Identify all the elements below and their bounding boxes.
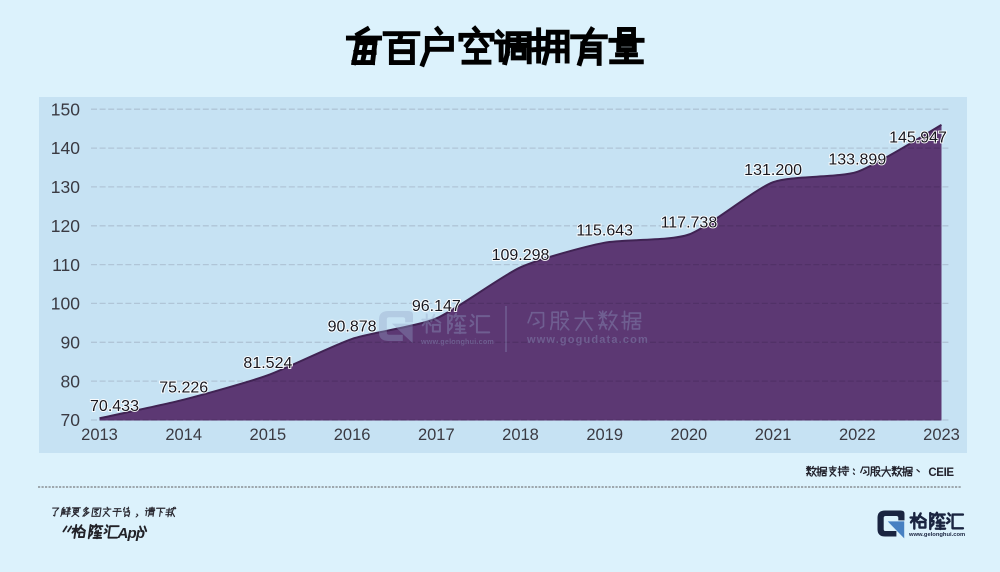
svg-text:2021: 2021 [755, 426, 792, 444]
svg-text:2018: 2018 [502, 426, 539, 444]
svg-text:115.643: 115.643 [576, 223, 633, 240]
svg-text:80: 80 [61, 371, 81, 391]
svg-text:2014: 2014 [165, 426, 202, 444]
svg-text:110: 110 [52, 255, 80, 275]
svg-text:75.226: 75.226 [159, 380, 208, 397]
svg-text:145.947: 145.947 [889, 129, 947, 146]
svg-text:96.147: 96.147 [412, 298, 461, 315]
svg-text:100: 100 [51, 294, 80, 314]
svg-text:2015: 2015 [250, 426, 287, 444]
svg-text:70: 70 [61, 410, 81, 430]
svg-text:www.gelonghui.com: www.gelonghui.com [420, 337, 494, 346]
svg-text:133.899: 133.899 [828, 152, 886, 169]
svg-text:2019: 2019 [586, 426, 623, 444]
svg-text:130: 130 [51, 177, 80, 197]
svg-text:2013: 2013 [81, 426, 118, 444]
svg-text:2017: 2017 [418, 426, 455, 444]
svg-text:140: 140 [51, 138, 80, 158]
svg-text:90: 90 [61, 333, 81, 353]
svg-text:120: 120 [51, 216, 80, 236]
svg-text:www.gogudata.com: www.gogudata.com [526, 334, 649, 346]
svg-text:150: 150 [51, 99, 80, 119]
svg-text:CEIE: CEIE [928, 467, 954, 479]
svg-text:App: App [117, 525, 145, 542]
svg-text:www.gelonghui.com: www.gelonghui.com [908, 532, 965, 538]
svg-text:2020: 2020 [671, 426, 708, 444]
svg-text:2016: 2016 [334, 426, 371, 444]
svg-text:117.738: 117.738 [661, 214, 718, 231]
svg-text:81.524: 81.524 [243, 355, 292, 372]
svg-text:131.200: 131.200 [744, 162, 802, 179]
svg-text:2023: 2023 [923, 426, 960, 444]
svg-text:70.433: 70.433 [90, 398, 139, 415]
svg-text:90.878: 90.878 [328, 319, 377, 336]
svg-text:2022: 2022 [839, 426, 876, 444]
svg-text:109.298: 109.298 [492, 247, 550, 264]
